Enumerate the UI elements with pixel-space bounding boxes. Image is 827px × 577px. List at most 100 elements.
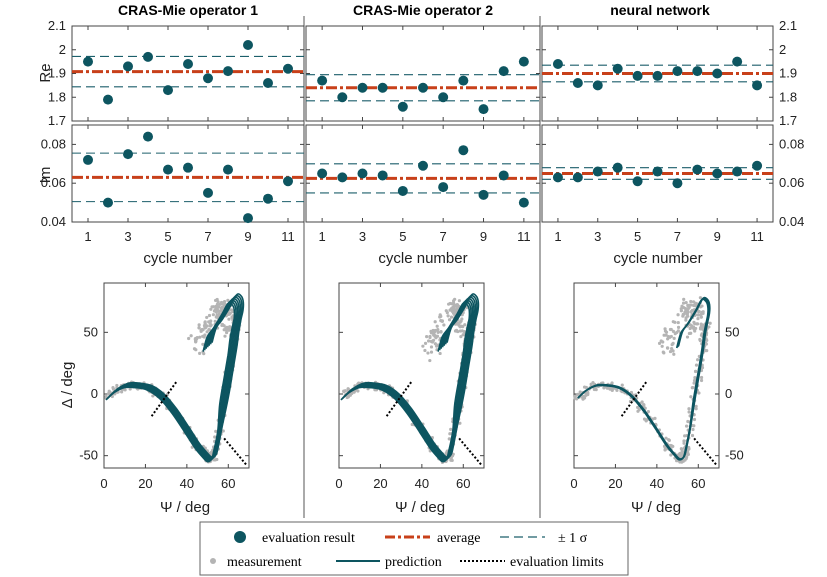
evaluation-point	[317, 168, 328, 179]
evaluation-point	[752, 80, 763, 91]
measurement-point	[438, 351, 442, 356]
measurement-point	[444, 309, 448, 313]
x-tick-label: 7	[674, 229, 681, 244]
x-tick-label: 3	[124, 229, 131, 244]
measurement-point	[202, 335, 206, 339]
y-tick-label: 0.08	[779, 136, 804, 151]
measurement-point	[439, 319, 443, 323]
measurement-cloud	[104, 297, 242, 464]
measurement-point	[678, 460, 682, 464]
evaluation-point	[632, 70, 643, 81]
evaluation-point	[418, 160, 428, 171]
measurement-point	[428, 334, 432, 339]
measurement-point	[689, 395, 693, 399]
measurement-point	[573, 396, 577, 400]
measurement-point	[434, 336, 438, 340]
measurement-point	[682, 297, 686, 301]
evaluation-point	[223, 164, 233, 175]
measurement-point	[455, 302, 459, 307]
evaluation-point	[652, 166, 663, 177]
measurement-point	[205, 315, 209, 320]
measurement-point	[696, 316, 700, 321]
y-tick-label: 0.04	[41, 214, 66, 229]
measurement-point	[342, 389, 346, 393]
measurement-point	[410, 422, 414, 427]
measurement-point	[669, 327, 673, 332]
evaluation-point	[612, 63, 623, 74]
evaluation-point	[103, 197, 113, 208]
measurement-point	[701, 323, 705, 327]
evaluation-point	[592, 166, 603, 177]
measurement-point	[701, 310, 705, 314]
evaluation-point	[672, 66, 683, 77]
evaluation-limit-right	[693, 437, 718, 467]
measurement-point	[432, 330, 437, 334]
measurement-point	[679, 307, 683, 311]
measurement-point	[653, 416, 657, 420]
x-tick-label: 40	[650, 476, 664, 491]
col-title-2: CRAS-Mie operator 2	[353, 2, 493, 18]
psi-label-3: Ψ / deg	[631, 499, 681, 516]
measurement-point	[708, 321, 712, 325]
x-tick-label: 1	[554, 229, 561, 244]
psi-label-1: Ψ / deg	[160, 499, 210, 516]
measurement-point	[214, 315, 218, 319]
measurement-point	[457, 299, 462, 303]
panel-im-2: 1 3 5 7 9 11	[305, 124, 541, 244]
x-tick-label: 5	[399, 229, 406, 244]
measurement-point	[187, 336, 191, 341]
evaluation-point	[123, 61, 133, 72]
evaluation-point	[317, 75, 328, 86]
x-tick-label: 1	[84, 229, 91, 244]
measurement-point	[608, 387, 612, 391]
measurement-point	[213, 319, 217, 323]
measurement-point	[426, 351, 430, 355]
measurement-point	[682, 441, 686, 445]
measurement-point	[676, 313, 680, 317]
measurement-point	[707, 325, 711, 329]
measurement-point	[681, 301, 686, 305]
measurement-point	[346, 395, 350, 399]
measurement-point	[676, 325, 681, 329]
evaluation-point	[183, 59, 193, 69]
measurement-point	[431, 338, 436, 342]
measurement-point	[695, 322, 700, 326]
measurement-point	[668, 335, 672, 339]
measurement-point	[213, 298, 218, 303]
measurement-cloud	[342, 297, 477, 464]
measurement-point	[128, 387, 132, 391]
measurement-point	[689, 299, 693, 304]
measurement-point	[698, 296, 703, 300]
col-title-3: neural network	[610, 2, 710, 18]
measurement-point	[194, 336, 198, 341]
evaluation-point	[458, 75, 469, 86]
measurement-point	[690, 386, 694, 390]
evaluation-point	[397, 185, 408, 196]
measurement-point	[686, 419, 690, 424]
x-tick-label: 20	[138, 476, 152, 491]
evaluation-point	[263, 78, 273, 88]
col-title-1: CRAS-Mie operator 1	[118, 2, 258, 18]
legend-measurement: measurement	[227, 555, 302, 570]
measurement-point	[221, 305, 225, 309]
measurement-point	[222, 324, 226, 328]
measurement-point	[436, 327, 440, 332]
measurement-point	[456, 329, 460, 334]
legend-average: average	[437, 531, 481, 546]
evaluation-point	[123, 149, 133, 160]
evaluation-point	[632, 176, 643, 187]
measurement-point	[209, 307, 213, 311]
y-tick-label: 1.7	[779, 113, 797, 128]
measurement-point	[694, 407, 698, 411]
x-tick-label: 20	[608, 476, 622, 491]
x-tick-label: 0	[570, 476, 577, 491]
measurement-point	[657, 341, 662, 345]
measurement-point	[670, 347, 674, 351]
y-tick-label: 1.9	[779, 66, 797, 81]
measurement-point	[681, 450, 685, 454]
x-tick-label: 1	[319, 229, 326, 244]
measurement-point	[669, 453, 673, 457]
measurement-point	[203, 320, 207, 325]
x-tick-label: 3	[359, 229, 366, 244]
